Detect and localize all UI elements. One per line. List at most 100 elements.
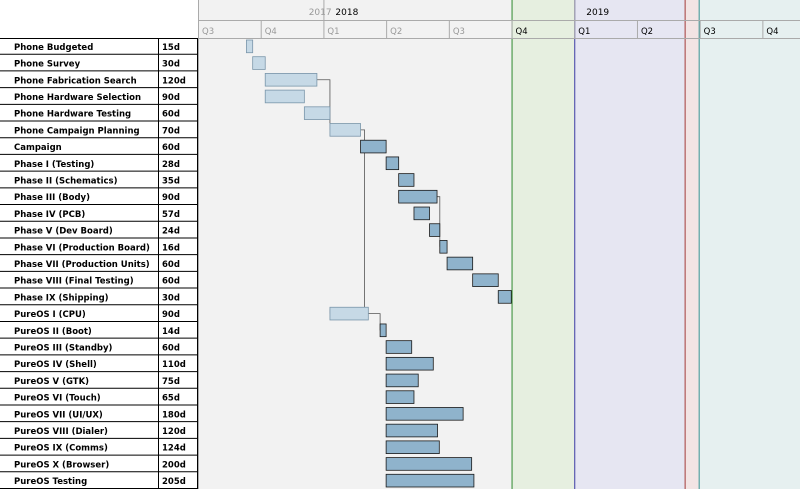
task-duration: 30d [162, 60, 180, 70]
task-name: Phase II (Schematics) [14, 176, 118, 186]
task-bar [385, 156, 400, 171]
quarter-label: Q1 [327, 27, 339, 37]
task-name: Campaign [14, 143, 62, 153]
task-bar [398, 189, 438, 204]
task-name: Phone Survey [14, 60, 81, 70]
task-bar [385, 373, 419, 388]
task-name: Phase I (Testing) [14, 160, 94, 170]
task-bar [439, 240, 448, 254]
task-bar [385, 407, 464, 421]
task-duration: 110d [162, 360, 186, 370]
task-duration: 200d [162, 460, 186, 470]
task-name: Phase VII (Production Units) [14, 260, 150, 270]
quarter-label: Q3 [453, 27, 465, 37]
phase-band-2019 [574, 0, 685, 489]
task-name: PureOS IV (Shell) [14, 360, 97, 370]
task-duration: 57d [162, 210, 180, 220]
task-name: PureOS I (CPU) [14, 310, 86, 320]
task-duration: 120d [162, 427, 186, 437]
task-name: Phone Fabrication Search [14, 76, 137, 86]
quarter-label: Q2 [390, 27, 402, 37]
task-bar [385, 423, 438, 438]
task-name: PureOS II (Boot) [14, 327, 92, 337]
phase-band-later-2020 [698, 0, 800, 489]
task-duration: 60d [162, 277, 180, 287]
quarter-label: Q3 [704, 27, 716, 37]
task-duration: 90d [162, 93, 180, 103]
task-duration: 90d [162, 310, 180, 320]
task-duration: 60d [162, 260, 180, 270]
task-name: PureOS VII (UI/UX) [14, 410, 103, 420]
task-bar [379, 323, 387, 338]
task-duration: 16d [162, 243, 180, 253]
task-duration: 90d [162, 193, 180, 203]
task-duration: 70d [162, 126, 180, 136]
task-name: Phone Campaign Planning [14, 126, 140, 136]
task-name: Phase IV (PCB) [14, 210, 85, 220]
phase-band-past [198, 0, 512, 489]
task-bar [385, 440, 440, 454]
task-duration: 120d [162, 76, 186, 86]
task-bar [385, 457, 473, 471]
task-name: Phase III (Body) [14, 193, 90, 203]
task-duration: 24d [162, 227, 180, 237]
task-name: Phone Hardware Testing [14, 110, 131, 120]
task-bar [264, 89, 305, 104]
task-bar [385, 473, 475, 488]
label-panel [0, 0, 198, 489]
task-name: PureOS IX (Comms) [14, 444, 108, 454]
task-bar [429, 223, 441, 237]
task-bar [413, 206, 430, 221]
task-duration: 60d [162, 143, 180, 153]
task-bar [385, 356, 434, 371]
task-name: Phase V (Dev Board) [14, 227, 113, 237]
task-name: PureOS III (Standby) [14, 344, 113, 354]
task-name: Phase VI (Production Board) [14, 243, 150, 253]
task-duration: 205d [162, 477, 186, 487]
phase-band-early-2020 [684, 0, 699, 489]
task-bar [446, 256, 474, 271]
task-bar [398, 173, 415, 187]
task-duration: 60d [162, 110, 180, 120]
task-name: Phase IX (Shipping) [14, 293, 109, 303]
task-name: PureOS X (Browser) [14, 460, 109, 470]
quarter-label: Q1 [578, 27, 590, 37]
task-duration: 60d [162, 344, 180, 354]
task-name: PureOS VI (Touch) [14, 394, 101, 404]
year-label-2018: 2018 [335, 8, 358, 18]
task-duration: 14d [162, 327, 180, 337]
task-name: PureOS V (GTK) [14, 377, 89, 387]
task-bar [303, 106, 331, 120]
task-name: Phone Hardware Selection [14, 93, 141, 103]
task-bar [472, 273, 499, 287]
task-bar [329, 123, 361, 137]
task-bar [246, 39, 254, 54]
task-duration: 65d [162, 394, 180, 404]
task-name: PureOS VIII (Dialer) [14, 427, 108, 437]
quarter-label: Q2 [641, 27, 653, 37]
task-duration: 124d [162, 444, 186, 454]
task-name: Phase VIII (Final Testing) [14, 277, 134, 287]
task-bar [329, 306, 369, 321]
task-duration: 75d [162, 377, 180, 387]
year-label-2017: 2017 [309, 8, 332, 18]
task-bar [252, 56, 266, 70]
quarter-label: Q4 [766, 27, 778, 37]
task-duration: 15d [162, 43, 180, 53]
quarter-label: Q4 [516, 27, 528, 37]
task-name: Phone Budgeted [14, 43, 93, 53]
task-name: PureOS Testing [14, 477, 87, 487]
task-bar [385, 340, 413, 354]
year-label-2019: 2019 [586, 8, 609, 18]
task-duration: 28d [162, 160, 180, 170]
task-duration: 180d [162, 410, 186, 420]
task-bar [360, 139, 387, 154]
task-duration: 30d [162, 293, 180, 303]
phase-band-q4-2018 [511, 0, 575, 489]
quarter-label: Q4 [265, 27, 277, 37]
quarter-label: Q3 [202, 27, 214, 37]
task-duration: 35d [162, 176, 180, 186]
task-bar [385, 390, 415, 404]
task-bar [264, 73, 318, 87]
